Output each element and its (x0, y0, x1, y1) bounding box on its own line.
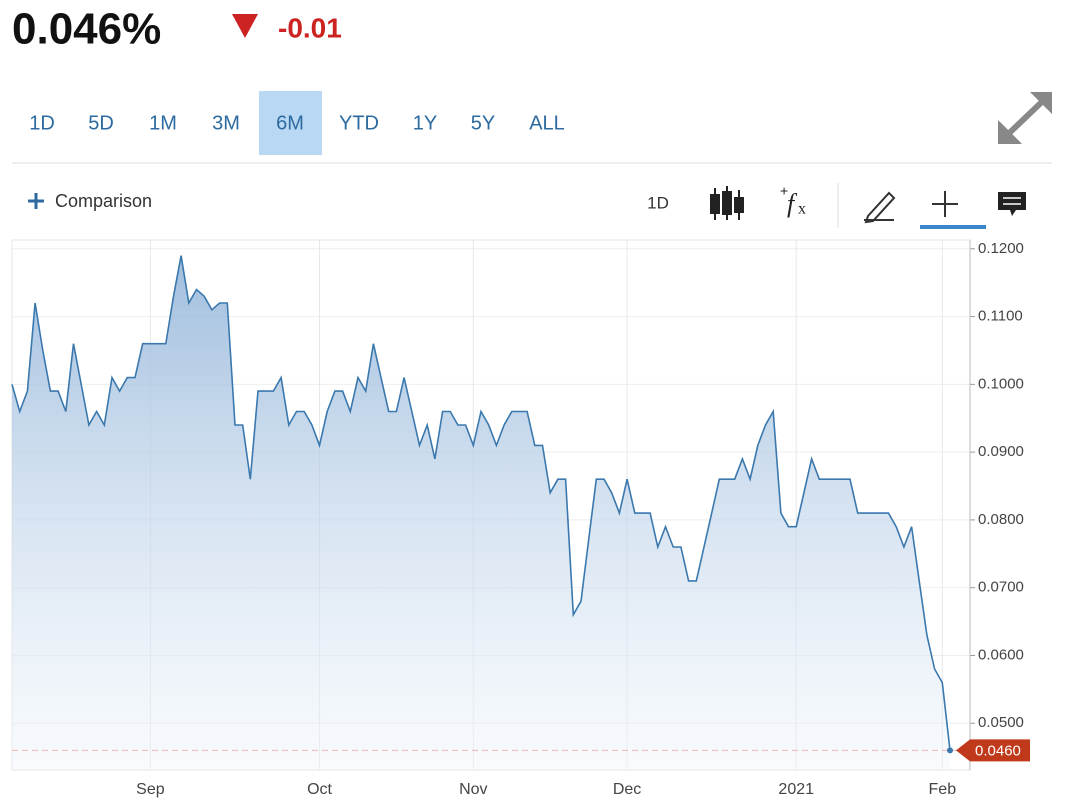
last-point (947, 747, 953, 754)
y-tick-label: 0.0500 (978, 714, 1024, 731)
x-tick-label: Feb (929, 781, 957, 798)
y-tick-label: 0.1000 (978, 375, 1024, 392)
range-button[interactable]: ALL (529, 112, 565, 134)
range-selected (259, 91, 322, 155)
x-tick-label: Nov (459, 781, 487, 798)
y-tick-label: 0.0600 (978, 646, 1024, 663)
x-tick-label: Sep (136, 781, 165, 798)
comment-icon[interactable] (998, 192, 1026, 216)
comparison-button[interactable]: Comparison (28, 191, 152, 211)
candle-icon[interactable] (710, 186, 744, 220)
range-button[interactable]: 1D (29, 112, 55, 134)
price: 0.046% (12, 5, 161, 54)
range-button[interactable]: 5D (88, 112, 114, 134)
expand-icon[interactable] (998, 92, 1052, 144)
last-price-label: 0.0460 (975, 742, 1021, 759)
indicator-icon[interactable]: + f x (780, 183, 806, 218)
crosshair-icon[interactable] (920, 191, 986, 229)
range-button[interactable]: 3M (212, 112, 240, 134)
range-button[interactable]: 6M (276, 112, 304, 134)
svg-text:+: + (780, 183, 788, 199)
x-tick-label: Dec (613, 781, 641, 798)
last-price-badge (956, 739, 1030, 762)
y-tick-label: 0.0800 (978, 511, 1024, 528)
range-button[interactable]: 5Y (471, 112, 495, 134)
y-tick-label: 0.0700 (978, 579, 1024, 596)
draw-icon[interactable] (864, 191, 896, 224)
x-tick-label: 2021 (778, 781, 814, 798)
down-arrow (232, 14, 258, 38)
range-button[interactable]: 1Y (413, 112, 437, 134)
svg-text:f: f (787, 189, 798, 218)
change: -0.01 (278, 12, 342, 43)
comparison-label: Comparison (55, 191, 152, 211)
area-fill (12, 255, 950, 771)
y-tick-label: 0.0900 (978, 443, 1024, 460)
range-button[interactable]: YTD (339, 112, 379, 134)
y-tick-label: 0.1100 (978, 308, 1023, 325)
range-button[interactable]: 1M (149, 112, 177, 134)
interval-button[interactable]: 1D (647, 193, 669, 212)
x-tick-label: Oct (307, 781, 332, 798)
svg-text:x: x (798, 201, 806, 218)
range-bar: 1D 5D 1M 3M 6M YTD 1Y 5Y ALL (29, 91, 565, 155)
price-line (11, 255, 951, 751)
y-tick-label: 0.1200 (978, 240, 1024, 257)
